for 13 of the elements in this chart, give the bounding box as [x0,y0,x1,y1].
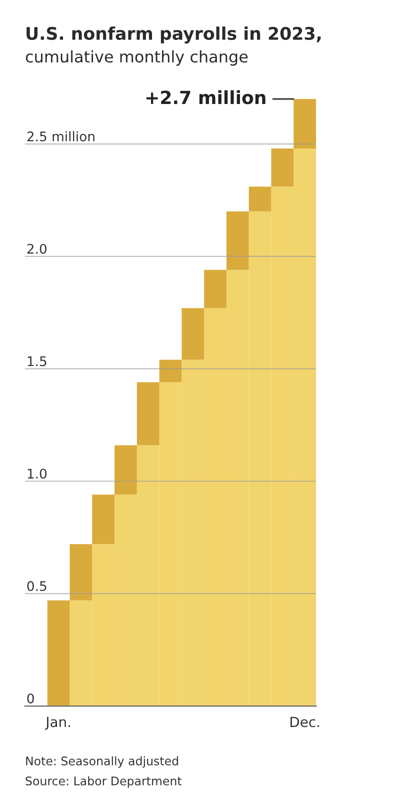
y-tick-label: 1.0 [28,468,46,479]
annotation: +2.7 million [146,90,266,104]
text: Note: Seasonally adjusted [26,756,178,768]
y-tick-label: 0.5 [27,581,46,592]
chart-subtitle: cumulative monthly change [26,50,248,66]
y-tick-label: 2.0 [27,244,46,254]
y-tick-label: 2.5 million [27,131,94,142]
chart-title: U.S. nonfarm payrolls in 2023, [26,26,321,44]
x-tick-label: Dec. [290,716,319,728]
x-tick-label: Jan. [44,716,70,730]
y-tick-label: 0 [27,693,34,704]
y-tick-label: 1.5 [28,356,46,366]
source-note: Source: Labor Department [26,776,182,788]
